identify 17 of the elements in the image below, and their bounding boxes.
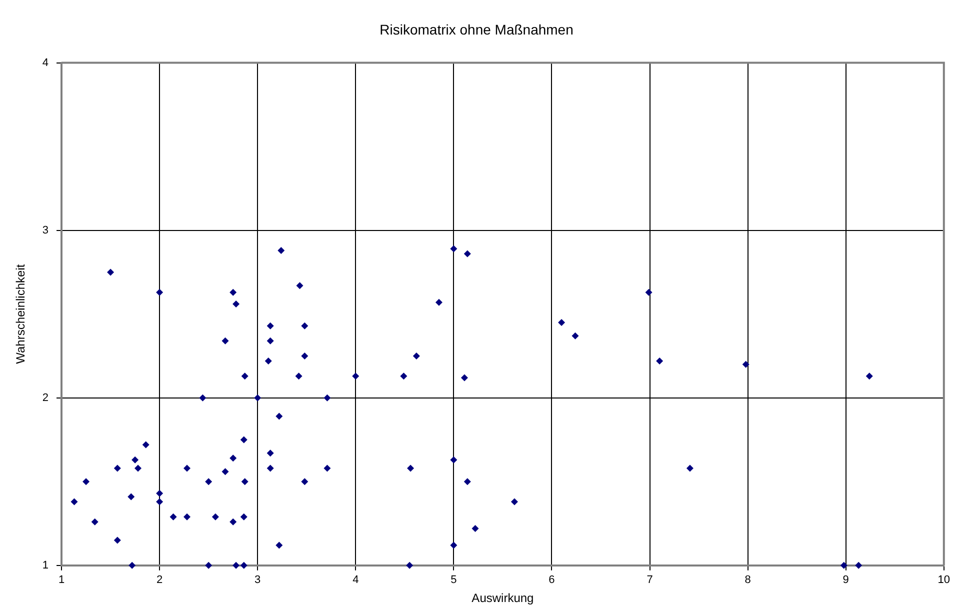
x-tick-label: 8 [744,574,751,586]
x-tick-label: 7 [646,574,653,586]
y-tick-label: 4 [42,56,49,69]
chart-title: Risikomatrix ohne Maßnahmen [380,21,574,38]
y-axis-title: Wahrscheinlichkeit [14,264,28,364]
x-tick-label: 3 [254,574,261,586]
x-tick-label: 9 [842,574,849,586]
y-tick-label: 3 [42,224,49,236]
x-tick-label: 10 [938,574,950,586]
x-tick-label: 4 [352,574,359,586]
x-tick-label: 5 [450,574,457,586]
x-tick-label: 2 [156,574,163,586]
y-tick-label: 1 [42,559,49,572]
x-tick-label: 6 [548,574,555,586]
y-tick-label: 2 [42,392,49,404]
x-tick-label: 1 [58,574,65,586]
x-axis-title: Auswirkung [472,591,534,606]
